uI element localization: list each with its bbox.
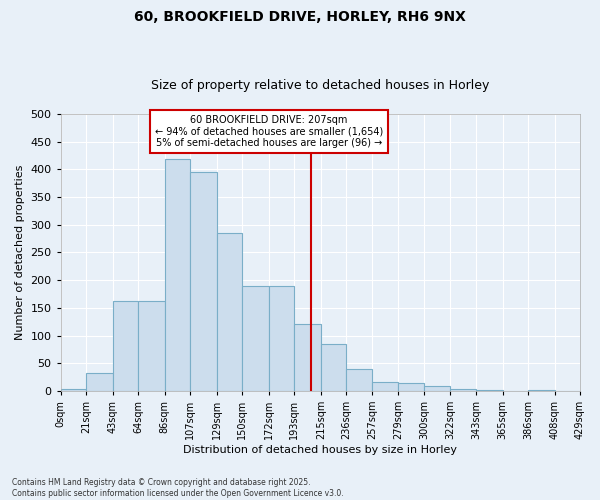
Bar (372, 382, 398, 391)
Title: Size of property relative to detached houses in Horley: Size of property relative to detached ho… (151, 79, 490, 92)
Bar (476, 390, 503, 391)
Bar (295, 324, 321, 391)
Bar (217, 233, 242, 391)
X-axis label: Distribution of detached houses by size in Horley: Distribution of detached houses by size … (184, 445, 457, 455)
Bar (242, 286, 269, 391)
Bar (346, 369, 372, 391)
Bar (113, 300, 138, 391)
Text: Contains HM Land Registry data © Crown copyright and database right 2025.
Contai: Contains HM Land Registry data © Crown c… (12, 478, 344, 498)
Bar (165, 160, 190, 391)
Bar (451, 388, 476, 391)
Bar (190, 172, 217, 391)
Y-axis label: Number of detached properties: Number of detached properties (15, 165, 25, 340)
Bar (86, 372, 113, 391)
Bar (424, 386, 451, 391)
Text: 60 BROOKFIELD DRIVE: 207sqm
← 94% of detached houses are smaller (1,654)
5% of s: 60 BROOKFIELD DRIVE: 207sqm ← 94% of det… (155, 115, 383, 148)
Bar (398, 382, 424, 391)
Bar (528, 390, 554, 391)
Bar (269, 286, 295, 391)
Bar (138, 300, 165, 391)
Bar (321, 344, 346, 391)
Text: 60, BROOKFIELD DRIVE, HORLEY, RH6 9NX: 60, BROOKFIELD DRIVE, HORLEY, RH6 9NX (134, 10, 466, 24)
Bar (61, 388, 86, 391)
